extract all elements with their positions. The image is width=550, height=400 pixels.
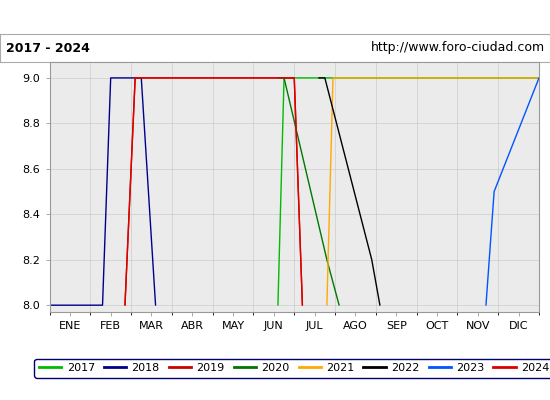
Legend: 2017, 2018, 2019, 2020, 2021, 2022, 2023, 2024: 2017, 2018, 2019, 2020, 2021, 2022, 2023… [35, 359, 550, 378]
Text: http://www.foro-ciudad.com: http://www.foro-ciudad.com [370, 42, 544, 54]
Text: 2017 - 2024: 2017 - 2024 [6, 42, 89, 54]
Text: Evolucion num de emigrantes en Marrupe: Evolucion num de emigrantes en Marrupe [96, 10, 454, 24]
